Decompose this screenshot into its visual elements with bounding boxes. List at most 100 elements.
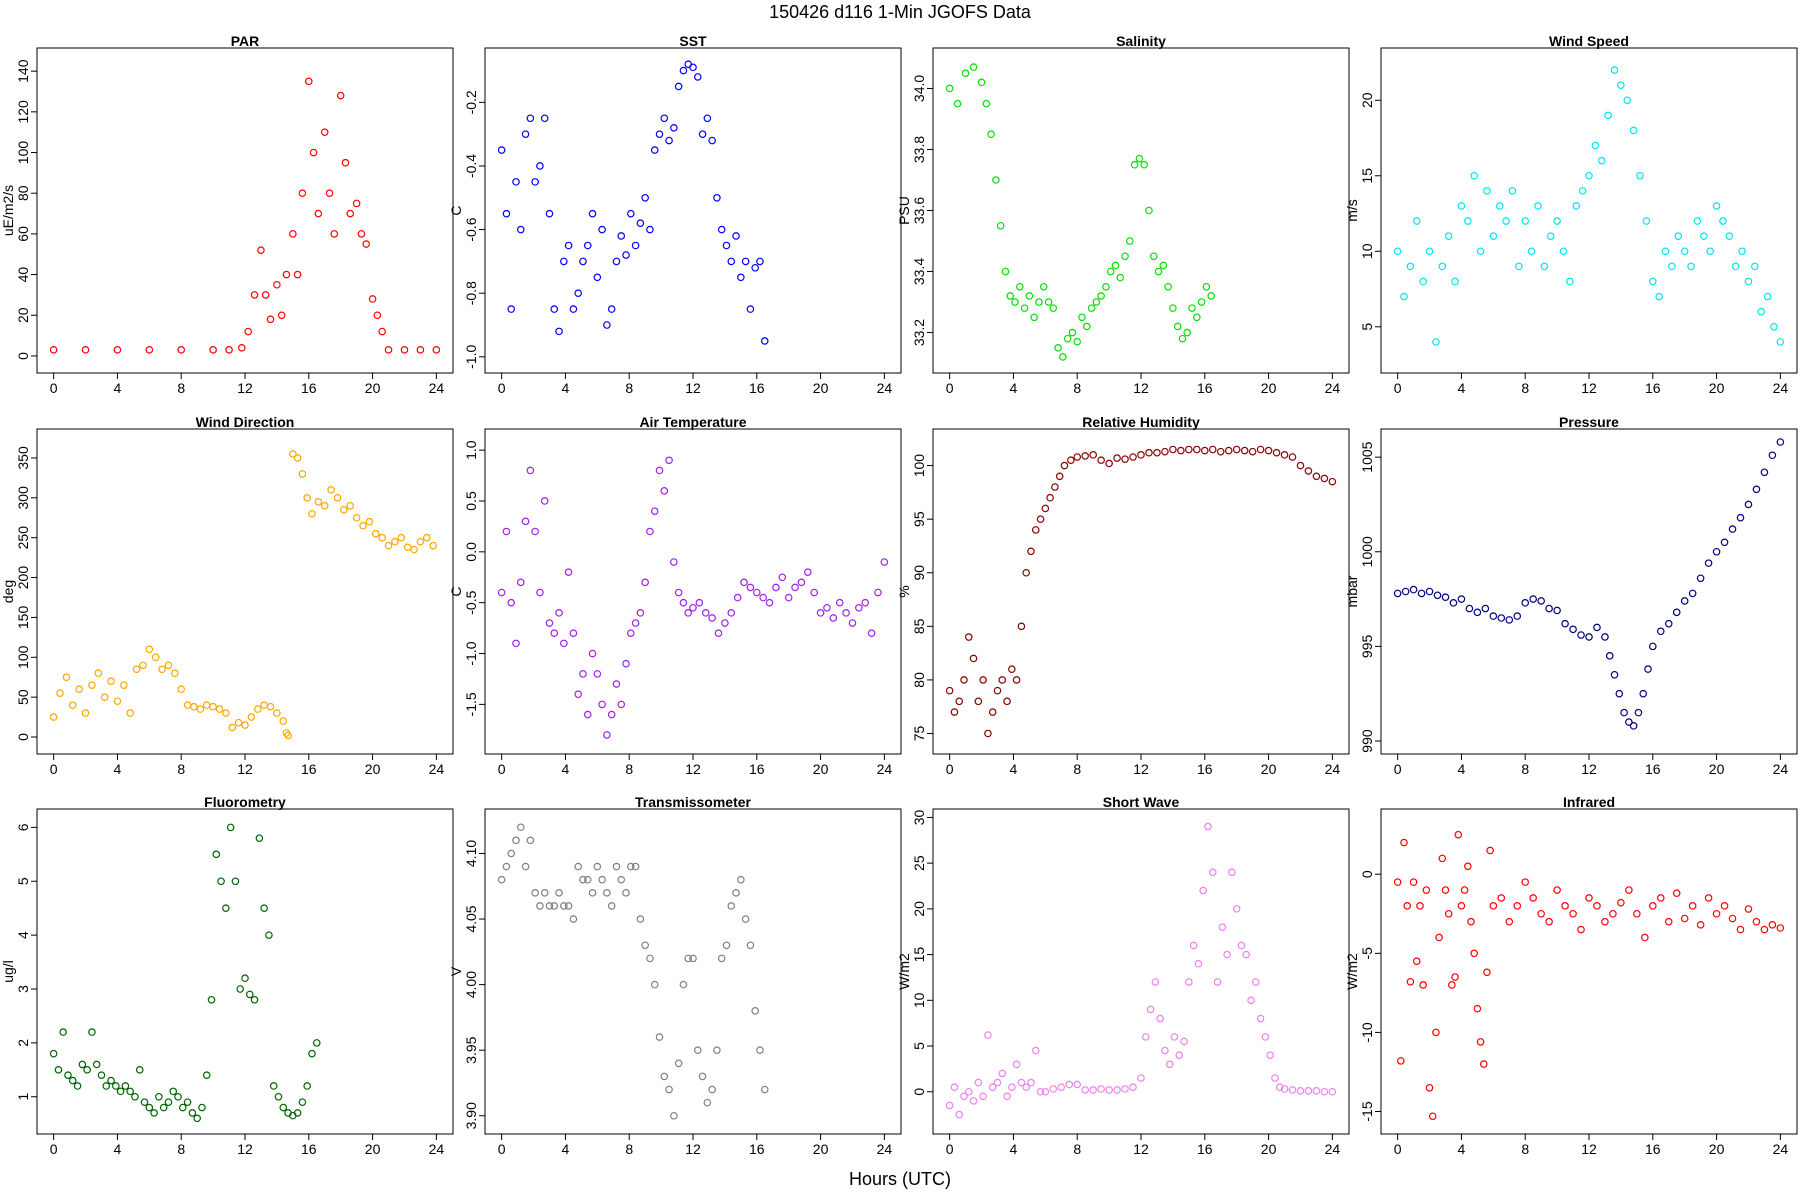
data-point xyxy=(960,676,968,684)
data-point xyxy=(1328,477,1337,486)
data-point xyxy=(502,209,511,218)
y-axis-label: C xyxy=(448,586,464,596)
y-tick-label: -1.5 xyxy=(463,692,479,716)
data-point xyxy=(368,295,377,303)
data-point xyxy=(1161,1046,1169,1055)
data-point xyxy=(432,346,441,354)
data-point xyxy=(1481,604,1490,613)
data-point xyxy=(1397,1057,1405,1065)
data-point xyxy=(1585,894,1593,902)
data-point xyxy=(987,130,995,139)
data-point xyxy=(1438,854,1447,863)
data-point xyxy=(631,862,640,871)
y-axis: 990 995 1000 1005 xyxy=(1359,441,1382,753)
x-tick-label: 24 xyxy=(877,1141,893,1157)
data-point xyxy=(1720,902,1729,910)
data-point xyxy=(250,995,259,1004)
y-tick-label: 0 xyxy=(911,1088,927,1096)
data-point xyxy=(1768,921,1777,929)
data-point xyxy=(236,985,245,993)
x-tick-label: 24 xyxy=(1325,1141,1341,1157)
data-point xyxy=(429,541,437,550)
data-point xyxy=(574,289,582,298)
data-point xyxy=(1017,1078,1026,1087)
data-point xyxy=(583,241,592,250)
data-point xyxy=(1620,708,1628,717)
data-point xyxy=(190,702,198,711)
data-point xyxy=(650,507,659,515)
data-point xyxy=(703,114,712,123)
data-point xyxy=(1149,252,1158,261)
data-point xyxy=(238,343,246,352)
data-point xyxy=(526,114,535,123)
data-point xyxy=(1483,187,1491,195)
data-point xyxy=(1572,202,1581,210)
y-axis: 3.90 3.95 4.00 4.05 4.10 xyxy=(463,840,486,1129)
data-point xyxy=(1546,232,1555,240)
panel-sst: SST C 0 4 8 12 16 20 24 -1.0 -0.8 -0.6 -0.4 -0.2 xyxy=(448,33,902,396)
x-axis: 0 4 8 12 16 20 24 xyxy=(50,372,444,396)
data-point xyxy=(1204,822,1212,831)
data-point xyxy=(752,588,761,597)
data-point xyxy=(583,875,592,884)
data-point xyxy=(371,529,380,538)
data-point xyxy=(655,466,664,475)
data-point xyxy=(378,327,386,336)
data-series xyxy=(1393,438,1785,730)
y-tick-label: 10 xyxy=(1359,243,1375,259)
data-series xyxy=(1393,66,1785,346)
data-point xyxy=(1113,1086,1121,1094)
data-point xyxy=(1035,298,1043,306)
data-point xyxy=(1704,894,1713,902)
data-point xyxy=(674,1059,683,1068)
data-point xyxy=(209,346,217,354)
data-point xyxy=(1011,298,1019,306)
x-tick-label: 4 xyxy=(114,380,122,396)
data-point xyxy=(293,1109,302,1117)
data-point xyxy=(1585,633,1593,641)
data-point xyxy=(655,1033,664,1041)
data-point xyxy=(150,1109,158,1117)
data-point xyxy=(279,717,288,725)
x-tick-label: 12 xyxy=(237,761,253,777)
data-point xyxy=(1578,187,1587,195)
data-point xyxy=(1688,902,1697,910)
data-point xyxy=(1041,1087,1050,1096)
data-point xyxy=(1272,448,1281,457)
data-point xyxy=(1202,282,1211,291)
x-tick-label: 4 xyxy=(1010,761,1018,777)
x-tick-label: 24 xyxy=(1773,1141,1789,1157)
data-point xyxy=(555,327,563,336)
data-point xyxy=(593,862,602,871)
data-series xyxy=(49,77,441,354)
data-point xyxy=(665,136,673,145)
data-point xyxy=(1087,304,1096,312)
data-point xyxy=(193,1114,201,1123)
data-point xyxy=(569,915,578,923)
data-point xyxy=(1625,718,1633,726)
data-point xyxy=(73,1082,82,1090)
data-point xyxy=(1553,217,1561,225)
data-point xyxy=(1170,1033,1179,1041)
data-point xyxy=(1228,868,1236,877)
data-point xyxy=(733,593,742,602)
data-point xyxy=(1457,595,1466,603)
data-point xyxy=(1700,232,1708,240)
x-tick-label: 0 xyxy=(498,761,506,777)
data-point xyxy=(741,915,750,923)
x-tick-label: 8 xyxy=(625,761,633,777)
data-point xyxy=(1049,304,1058,312)
data-point xyxy=(1224,446,1233,455)
data-point xyxy=(1656,627,1665,636)
data-point xyxy=(279,1103,288,1112)
data-point xyxy=(1081,452,1089,460)
data-point xyxy=(121,1082,130,1090)
data-point xyxy=(1648,642,1657,651)
y-tick-label: 1005 xyxy=(1359,441,1375,472)
data-point xyxy=(564,568,573,576)
data-point xyxy=(1776,924,1785,932)
data-point xyxy=(88,1028,96,1036)
data-point xyxy=(1489,612,1498,620)
